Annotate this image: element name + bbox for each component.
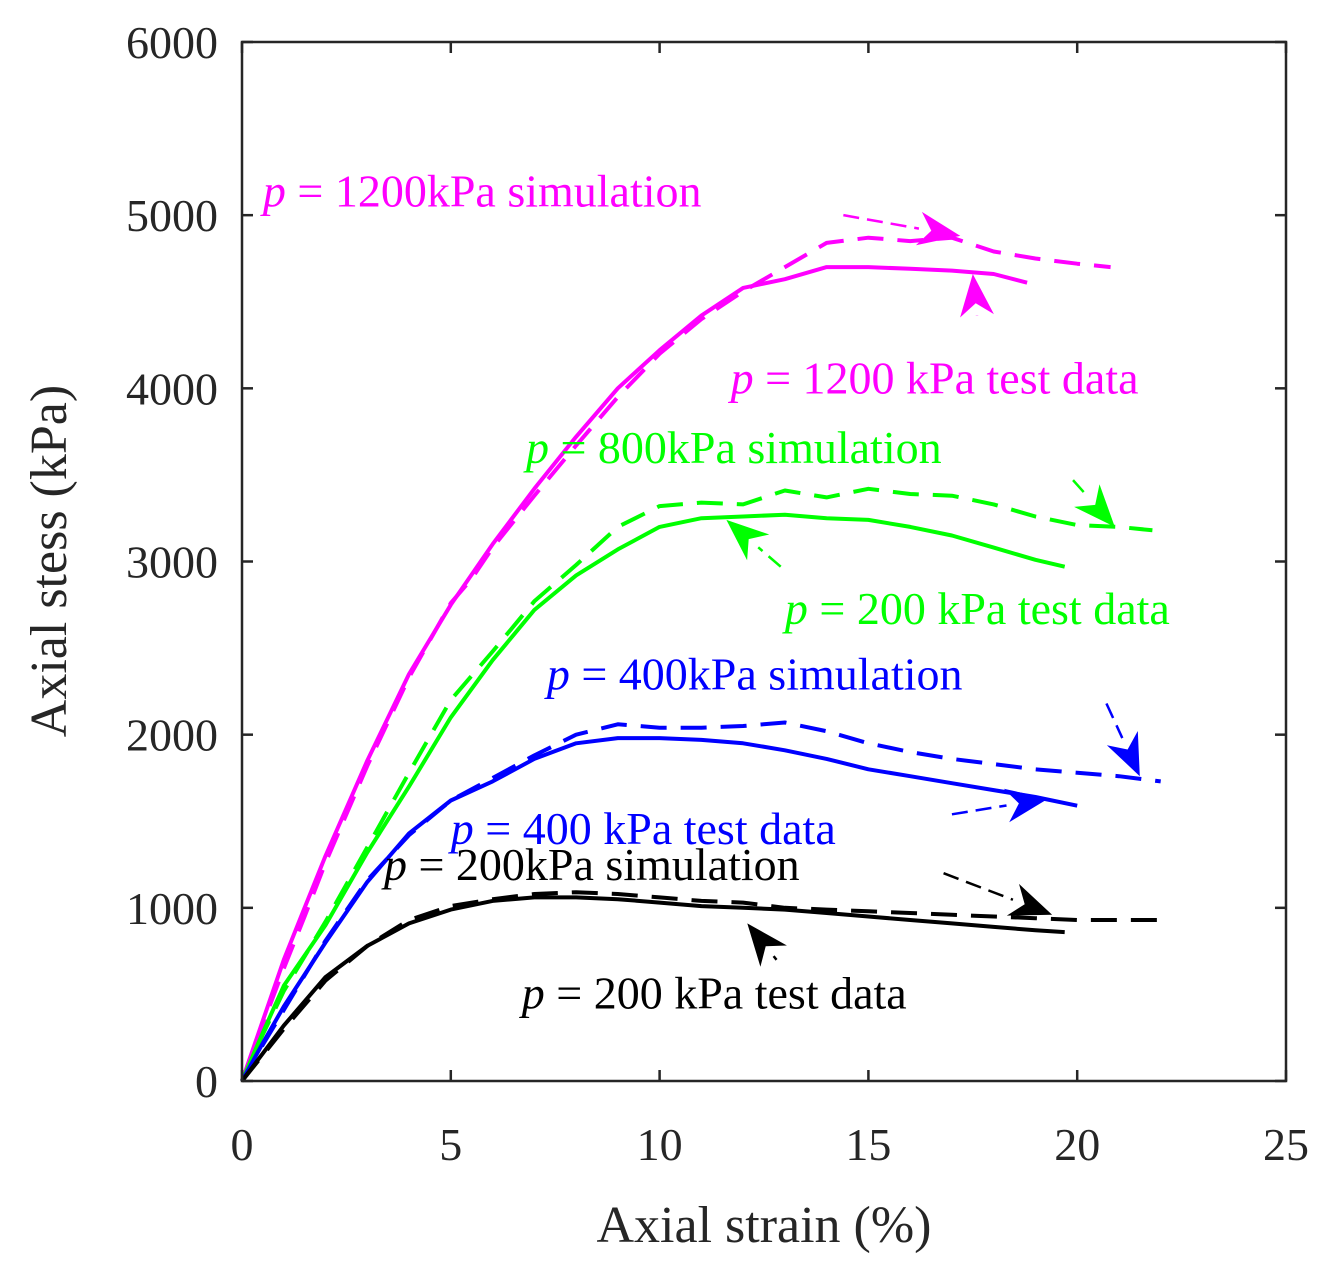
annotation-label: p = 1200kPa simulation — [260, 166, 702, 217]
tick-layer: 0 5 10 15 20 25 0 1000 2000 3000 4000 5000 6000 — [126, 17, 1309, 1170]
series-line-6 — [240, 895, 1065, 1083]
annotation-arrow-line — [1072, 479, 1088, 497]
annotation-arrow-head — [915, 211, 961, 246]
x-tick-label: 5 — [439, 1119, 462, 1170]
annotation-text: = 200 kPa test data — [545, 967, 907, 1018]
annotation-label: p = 800kPa simulation — [523, 422, 942, 473]
annotation-label: p = 200kPa simulation — [381, 839, 800, 890]
annotation-label: p = 1200 kPa test data — [728, 353, 1139, 404]
series-layer — [240, 235, 1161, 1083]
annotation-label: p = 200 kPa test data — [519, 967, 907, 1018]
annotation-arrow-head — [1003, 788, 1048, 823]
y-tick-label: 2000 — [126, 710, 218, 761]
series-line-4 — [240, 736, 1078, 1082]
annotation-arrow-head — [1006, 883, 1053, 916]
annotation-arrow-head — [726, 519, 770, 561]
x-axis-label: Axial strain (%) — [596, 1197, 931, 1254]
annotation-0: p = 1200kPa simulation — [260, 166, 961, 246]
y-axis-label: Axial stess (kPa) — [21, 385, 78, 737]
annotation-arrow-head — [1074, 484, 1115, 527]
y-tick-label: 0 — [195, 1056, 218, 1107]
annotation-text: = 400kPa simulation — [570, 649, 963, 700]
x-tick-label: 10 — [637, 1119, 683, 1170]
annotation-arrow-head — [747, 923, 787, 967]
y-tick-label: 1000 — [126, 883, 218, 934]
annotation-variable: p — [381, 839, 407, 890]
series-line-0 — [240, 265, 1028, 1082]
annotation-text: = 400 kPa test data — [474, 803, 836, 854]
annotation-text: = 200 kPa test data — [808, 583, 1170, 634]
x-tick-label: 25 — [1263, 1119, 1309, 1170]
annotation-arrow-head — [1106, 731, 1140, 777]
annotation-arrow-line — [1105, 702, 1124, 739]
y-tick-label: 5000 — [126, 190, 218, 241]
annotation-arrow-line — [951, 804, 1007, 816]
y-tick-label: 4000 — [126, 363, 218, 414]
series-line-5 — [240, 720, 1161, 1082]
annotation-text: = 1200 kPa test data — [754, 353, 1139, 404]
annotation-1: p = 1200 kPa test data — [728, 274, 1139, 404]
x-tick-label: 20 — [1054, 1119, 1100, 1170]
annotation-variable: p — [448, 803, 474, 854]
series-line-1 — [240, 235, 1111, 1082]
annotation-label: p = 400 kPa test data — [448, 803, 836, 854]
annotation-text: = 200kPa simulation — [407, 839, 800, 890]
annotation-text: = 800kPa simulation — [549, 422, 942, 473]
annotation-arrow-line — [943, 872, 1014, 901]
y-tick-label: 3000 — [126, 537, 218, 588]
y-tick-label: 6000 — [126, 17, 218, 68]
annotation-variable: p — [544, 649, 570, 700]
annotation-arrow-line — [757, 546, 782, 568]
annotation-2: p = 800kPa simulation — [523, 422, 1115, 527]
annotation-arrow-head — [960, 274, 994, 318]
series-line-3 — [240, 486, 1153, 1082]
annotation-text: = 1200kPa simulation — [286, 166, 702, 217]
annotation-label: p = 200 kPa test data — [782, 583, 1170, 634]
annotation-variable: p — [260, 166, 286, 217]
annotation-6: p = 200kPa simulation — [381, 839, 1053, 916]
annotation-3: p = 200 kPa test data — [726, 519, 1170, 634]
x-tick-label: 0 — [231, 1119, 254, 1170]
annotation-arrow-line — [843, 213, 920, 230]
annotation-label: p = 400kPa simulation — [544, 649, 963, 700]
annotation-variable: p — [519, 967, 545, 1018]
annotation-4: p = 400kPa simulation — [544, 649, 1140, 777]
annotation-variable: p — [523, 422, 549, 473]
series-line-7 — [240, 890, 1161, 1083]
x-tick-label: 15 — [845, 1119, 891, 1170]
annotation-arrow-line — [772, 955, 778, 961]
annotation-variable: p — [782, 583, 808, 634]
annotation-5: p = 400 kPa test data — [448, 788, 1048, 854]
series-line-2 — [240, 512, 1066, 1082]
annotation-7: p = 200 kPa test data — [519, 923, 907, 1018]
annotation-variable: p — [728, 353, 754, 404]
